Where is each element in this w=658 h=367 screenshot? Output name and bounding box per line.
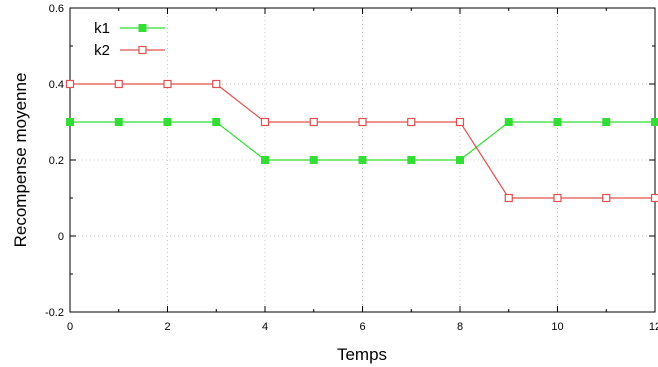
y-axis-label: Recompense moyenne <box>11 73 30 248</box>
y-tick-label: 0.2 <box>49 155 64 167</box>
y-tick-label: 0 <box>58 231 64 243</box>
data-point-k1 <box>163 118 172 126</box>
axis-ticks: 024681012-0.200.20.40.6 <box>45 3 658 333</box>
x-axis-label: Temps <box>337 345 387 364</box>
series-k2 <box>65 79 658 203</box>
data-point-k2 <box>163 79 172 89</box>
data-point-k2 <box>358 117 367 127</box>
data-point-k1 <box>651 118 658 126</box>
data-point-k2 <box>309 117 318 127</box>
data-point-k2 <box>650 193 658 203</box>
legend-marker-k1 <box>138 24 147 32</box>
y-tick-label: 0.6 <box>49 3 64 15</box>
legend-label-k2: k2 <box>94 42 110 59</box>
y-tick-label: 0.4 <box>49 79 64 91</box>
x-tick-label: 2 <box>164 321 170 333</box>
legend-label-k1: k1 <box>94 20 110 37</box>
x-tick-label: 0 <box>67 321 73 333</box>
data-point-k2 <box>260 117 270 127</box>
data-point-k2 <box>504 193 513 203</box>
legend-marker-k2 <box>138 45 147 55</box>
data-point-k1 <box>261 156 269 164</box>
x-tick-label: 10 <box>551 321 563 333</box>
data-point-k2 <box>407 117 416 127</box>
data-point-k1 <box>114 118 123 126</box>
data-point-k1 <box>456 156 464 164</box>
x-tick-label: 8 <box>457 321 463 333</box>
data-point-k1 <box>504 118 513 126</box>
data-point-k1 <box>602 118 611 126</box>
data-point-k1 <box>212 118 221 126</box>
data-point-k1 <box>407 156 416 164</box>
x-tick-label: 4 <box>262 321 268 333</box>
data-point-k2 <box>602 193 611 203</box>
data-point-k1 <box>358 156 367 164</box>
data-point-k2 <box>65 79 75 89</box>
data-point-k2 <box>114 79 123 89</box>
x-tick-label: 6 <box>359 321 365 333</box>
data-point-k1 <box>309 156 318 164</box>
y-tick-label: -0.2 <box>45 307 64 319</box>
data-point-k2 <box>455 117 465 127</box>
x-tick-label: 12 <box>649 321 658 333</box>
series-group <box>65 79 658 203</box>
series-k1 <box>66 118 658 164</box>
data-point-k2 <box>553 193 562 203</box>
data-point-k1 <box>553 118 562 126</box>
data-point-k2 <box>212 79 221 89</box>
data-point-k1 <box>66 118 74 126</box>
